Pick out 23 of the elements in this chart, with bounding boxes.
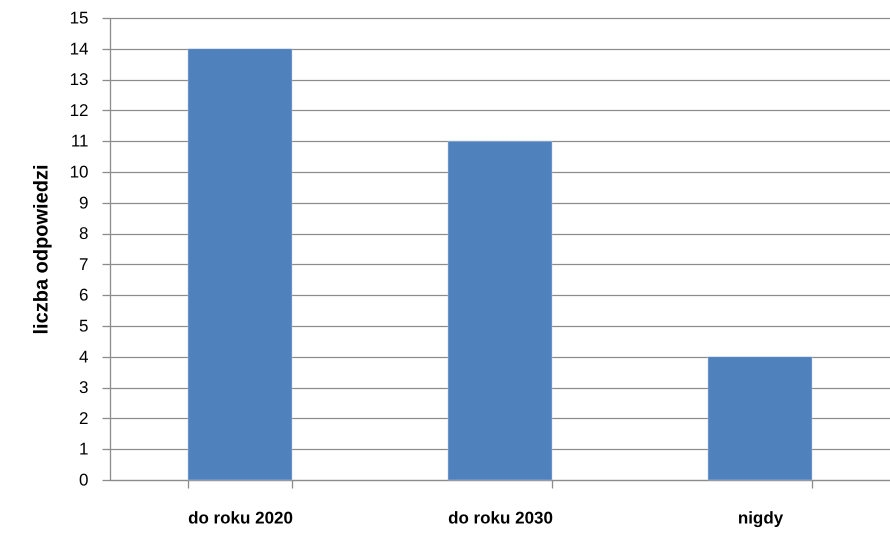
y-tick-label: 14 [70, 39, 88, 58]
y-tick-label: 12 [70, 100, 88, 120]
y-tick-label: 3 [79, 378, 88, 398]
y-tick-label: 0 [79, 470, 88, 490]
x-tick-label: do roku 2030 [448, 508, 553, 528]
y-axis-title: liczba odpowiedzi [30, 164, 53, 335]
y-tick-label: 11 [70, 132, 88, 151]
y-tick-label: 15 [70, 8, 88, 28]
y-tick-label: 4 [79, 347, 88, 366]
y-tick-label: 13 [70, 70, 88, 90]
bar [448, 140, 552, 480]
y-tick-label: 8 [79, 224, 88, 244]
y-tick-label: 2 [79, 408, 88, 428]
bar [188, 48, 292, 480]
y-tick-label: 10 [70, 162, 88, 182]
y-tick-label: 5 [79, 316, 88, 336]
y-tick-label: 1 [79, 440, 88, 459]
bar [708, 356, 812, 480]
x-tick-label: do roku 2020 [188, 508, 293, 528]
y-tick-label: 9 [79, 193, 88, 212]
y-tick-label: 6 [79, 286, 88, 305]
x-tick-label: nigdy [738, 508, 784, 528]
y-tick-label: 7 [79, 254, 88, 274]
